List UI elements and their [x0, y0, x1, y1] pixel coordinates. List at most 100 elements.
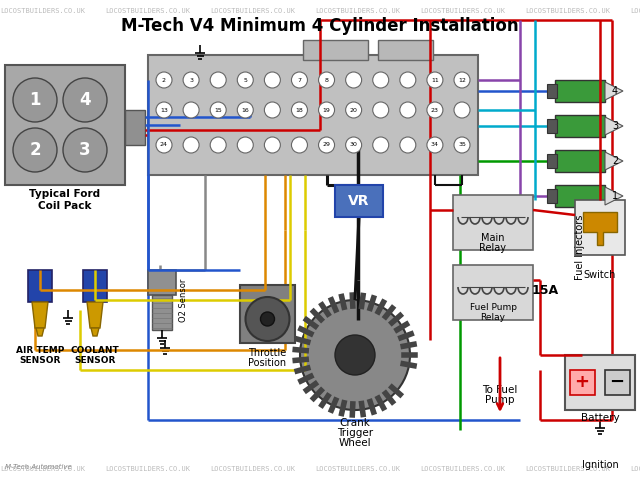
Text: 16: 16	[241, 108, 249, 112]
Text: COOLANT: COOLANT	[70, 346, 120, 355]
Text: LOCOSTBUILDERS.CO.UK: LOCOSTBUILDERS.CO.UK	[105, 8, 190, 14]
FancyBboxPatch shape	[303, 40, 368, 60]
FancyBboxPatch shape	[335, 185, 383, 217]
Polygon shape	[32, 302, 48, 328]
Text: 3: 3	[79, 141, 91, 159]
FancyBboxPatch shape	[148, 270, 176, 295]
Circle shape	[63, 78, 107, 122]
Circle shape	[183, 102, 199, 118]
Text: LOCOSTBUILDERS.CO.UK: LOCOSTBUILDERS.CO.UK	[315, 466, 400, 472]
Text: +: +	[575, 373, 589, 391]
Text: 1: 1	[612, 191, 618, 201]
Text: LOCOSTBUILDERS.CO.UK: LOCOSTBUILDERS.CO.UK	[525, 466, 610, 472]
Text: 7: 7	[298, 77, 301, 83]
Text: 3: 3	[189, 77, 193, 83]
Circle shape	[210, 137, 226, 153]
Text: SENSOR: SENSOR	[74, 356, 116, 365]
Text: Ignition: Ignition	[582, 460, 618, 470]
Text: 30: 30	[349, 143, 358, 147]
Circle shape	[427, 72, 443, 88]
Circle shape	[183, 137, 199, 153]
Polygon shape	[605, 117, 623, 135]
Circle shape	[319, 102, 335, 118]
Text: 3: 3	[612, 121, 618, 131]
FancyBboxPatch shape	[453, 195, 533, 250]
FancyBboxPatch shape	[555, 115, 605, 137]
Text: 23: 23	[431, 108, 439, 112]
Text: O2 Sensor: O2 Sensor	[179, 278, 188, 322]
Polygon shape	[87, 302, 103, 328]
Circle shape	[264, 137, 280, 153]
Text: 24: 24	[160, 143, 168, 147]
FancyBboxPatch shape	[378, 40, 433, 60]
Text: LOCOSTBUILDERS.CO.UK: LOCOSTBUILDERS.CO.UK	[315, 8, 400, 14]
FancyBboxPatch shape	[555, 150, 605, 172]
Text: LOCOSTBUILDERS.CO.UK: LOCOSTBUILDERS.CO.UK	[630, 8, 640, 14]
Text: LOCOSTBUILDERS.CO.UK: LOCOSTBUILDERS.CO.UK	[105, 466, 190, 472]
Text: LOCOSTBUILDERS.CO.UK: LOCOSTBUILDERS.CO.UK	[525, 8, 610, 14]
Text: Battery: Battery	[580, 413, 620, 423]
Circle shape	[210, 72, 226, 88]
FancyBboxPatch shape	[453, 265, 533, 320]
FancyBboxPatch shape	[547, 154, 557, 168]
FancyBboxPatch shape	[5, 65, 125, 185]
Circle shape	[300, 300, 410, 410]
Text: −: −	[609, 373, 625, 391]
Text: VR: VR	[348, 194, 370, 208]
Circle shape	[346, 137, 362, 153]
Text: 2: 2	[162, 77, 166, 83]
Circle shape	[319, 72, 335, 88]
Circle shape	[291, 72, 307, 88]
Text: LOCOSTBUILDERS.CO.UK: LOCOSTBUILDERS.CO.UK	[210, 466, 295, 472]
Polygon shape	[36, 328, 44, 336]
Text: Relay: Relay	[481, 313, 506, 322]
FancyBboxPatch shape	[240, 285, 295, 343]
Circle shape	[156, 102, 172, 118]
Circle shape	[264, 72, 280, 88]
Circle shape	[454, 137, 470, 153]
Circle shape	[319, 137, 335, 153]
Circle shape	[264, 102, 280, 118]
Text: To Fuel: To Fuel	[483, 385, 518, 395]
Text: M-Tech V4 Minimum 4 Cylinder Installation: M-Tech V4 Minimum 4 Cylinder Installatio…	[121, 17, 519, 35]
Text: LOCOSTBUILDERS.CO.UK: LOCOSTBUILDERS.CO.UK	[420, 8, 505, 14]
FancyBboxPatch shape	[547, 189, 557, 203]
Circle shape	[63, 128, 107, 172]
Circle shape	[400, 72, 416, 88]
Polygon shape	[605, 82, 623, 100]
Circle shape	[454, 102, 470, 118]
Text: 20: 20	[349, 108, 358, 112]
Circle shape	[260, 312, 275, 326]
Polygon shape	[605, 187, 623, 205]
Text: 15: 15	[214, 108, 222, 112]
Text: 1: 1	[29, 91, 41, 109]
Text: 8: 8	[324, 77, 328, 83]
Text: 4: 4	[612, 86, 618, 96]
FancyBboxPatch shape	[125, 110, 145, 145]
Text: SENSOR: SENSOR	[19, 356, 61, 365]
Circle shape	[13, 128, 57, 172]
FancyBboxPatch shape	[148, 55, 478, 175]
Text: 29: 29	[323, 143, 330, 147]
Text: LOCOSTBUILDERS.CO.UK: LOCOSTBUILDERS.CO.UK	[0, 8, 85, 14]
Text: AIR TEMP: AIR TEMP	[16, 346, 64, 355]
Text: 13: 13	[160, 108, 168, 112]
Circle shape	[291, 102, 307, 118]
FancyBboxPatch shape	[555, 185, 605, 207]
Polygon shape	[583, 212, 617, 245]
Circle shape	[210, 102, 226, 118]
FancyBboxPatch shape	[555, 80, 605, 102]
Circle shape	[372, 72, 388, 88]
Circle shape	[246, 297, 289, 341]
Circle shape	[13, 78, 57, 122]
Text: 5: 5	[243, 77, 247, 83]
Polygon shape	[91, 328, 99, 336]
Circle shape	[400, 137, 416, 153]
Circle shape	[372, 102, 388, 118]
FancyBboxPatch shape	[565, 355, 635, 410]
Text: 15A: 15A	[531, 284, 559, 297]
Circle shape	[454, 72, 470, 88]
Circle shape	[400, 102, 416, 118]
Text: Wheel: Wheel	[339, 438, 371, 448]
FancyBboxPatch shape	[547, 119, 557, 133]
